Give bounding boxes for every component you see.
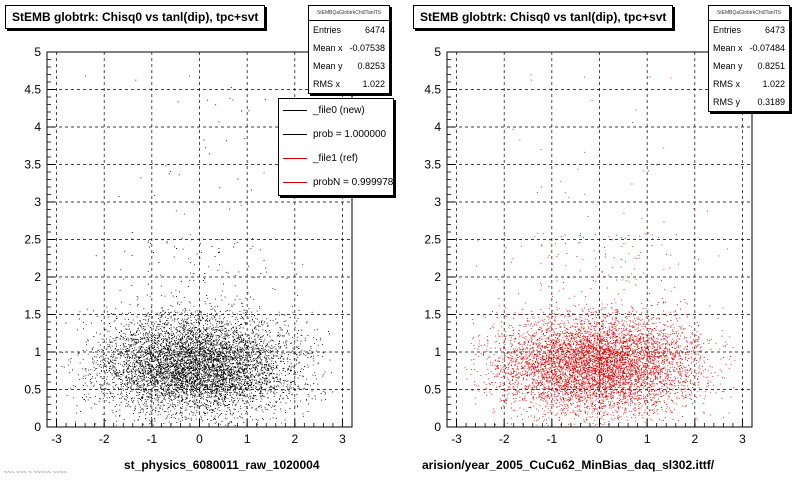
right-stats-box: StEMBQaGlobtrkChi0TanlTS Entries 6473 Mea…: [708, 5, 790, 112]
legend-line-icon: [283, 158, 307, 159]
x-tick-label: -1: [547, 432, 558, 446]
y-tick-label: 4: [34, 120, 41, 134]
scatter-points: [61, 75, 334, 426]
legend-label: probN = 0.999978: [313, 177, 394, 188]
right-stats-row: RMS y 0.3189: [713, 97, 785, 107]
axis-ticks: -3 -2 -1 0 1 2 3 0 0.5 1 1.5 2 2.5 3 3.5 4 4.5 5: [24, 45, 346, 446]
right-stats-row: Entries 6473: [713, 25, 785, 35]
right-x-axis-title: arision/year_2005_CuCu62_MinBias_daq_sl3…: [422, 458, 715, 472]
y-tick-label: 1: [34, 345, 41, 359]
y-tick-label: 0.5: [424, 383, 441, 397]
left-stats-row: Mean x -0.07538: [313, 43, 385, 53]
legend-entry: probN = 0.999978: [279, 171, 393, 195]
left-stats-name: StEMBQaGlobtrkChi0TanlTS: [309, 6, 389, 21]
y-tick-label: 2.5: [24, 233, 41, 247]
x-tick-label: -2: [499, 432, 510, 446]
y-tick-label: 3: [34, 195, 41, 209]
legend-line-icon: [283, 134, 307, 135]
x-tick-label: -3: [51, 432, 62, 446]
y-tick-label: 4.5: [24, 83, 41, 97]
x-tick-label: 2: [291, 432, 298, 446]
x-tick-label: 3: [339, 432, 346, 446]
legend-label: _file0 (new): [313, 105, 365, 116]
left-plot-title: StEMB globtrk: Chisq0 vs tanl(dip), tpc+…: [5, 5, 266, 29]
right-plot-title: StEMB globtrk: Chisq0 vs tanl(dip), tpc+…: [413, 5, 674, 29]
y-tick-label: 0: [434, 420, 441, 434]
legend-entry: _file0 (new): [279, 99, 393, 123]
scatter-points: [464, 74, 736, 426]
left-stats-box: StEMBQaGlobtrkChi0TanlTS Entries 6474 Mea…: [308, 5, 390, 94]
x-tick-label: 2: [691, 432, 698, 446]
y-tick-label: 5: [34, 45, 41, 59]
left-stats-row: RMS x 1.022: [313, 79, 385, 89]
grid-lines: [447, 51, 752, 428]
y-tick-label: 3.5: [424, 158, 441, 172]
y-tick-label: 1: [434, 345, 441, 359]
right-stats-row: Mean x -0.07484: [713, 43, 785, 53]
legend-line-icon: [283, 182, 307, 183]
y-tick-label: 2: [434, 270, 441, 284]
x-tick-label: -1: [147, 432, 158, 446]
right-stats-row: RMS x 1.022: [713, 79, 785, 89]
right-stats-name: StEMBQaGlobtrkChi0TanlTS: [709, 6, 789, 21]
x-tick-label: -3: [451, 432, 462, 446]
y-tick-label: 2.5: [424, 233, 441, 247]
left-stats-row: Mean y 0.8253: [313, 61, 385, 71]
left-plot-panel: -3 -2 -1 0 1 2 3 0 0.5 1 1.5 2 2.5 3 3.5 4 4.5 5 StEMB gl…: [4, 5, 394, 476]
right-plot-panel: -3 -2 -1 0 1 2 3 0 0.5 1 1.5 2 2.5 3 3.5 4 4.5 5 StEMB gl…: [400, 0, 800, 480]
y-tick-label: 4: [434, 120, 441, 134]
left-x-axis-title: st_physics_6080011_raw_1020004: [124, 458, 320, 472]
x-tick-label: 0: [196, 432, 203, 446]
y-tick-label: 0.5: [24, 383, 41, 397]
legend-line-icon: [283, 110, 307, 111]
x-tick-label: 1: [244, 432, 251, 446]
legend-label: prob = 1.000000: [313, 129, 387, 140]
right-scatter-plot: -3 -2 -1 0 1 2 3 0 0.5 1 1.5 2 2.5 3 3.5 4 4.5 5: [424, 45, 753, 446]
x-tick-label: 3: [739, 432, 746, 446]
y-tick-label: 5: [434, 45, 441, 59]
legend-entry: _file1 (ref): [279, 147, 393, 171]
x-tick-label: -2: [99, 432, 110, 446]
x-tick-label: 0: [596, 432, 603, 446]
y-tick-label: 0: [34, 420, 41, 434]
x-tick-label: 1: [644, 432, 651, 446]
footer-note: ~~~ ~~~ ~ ~~~~~ ~~~~: [4, 470, 67, 476]
y-tick-label: 1.5: [24, 308, 41, 322]
y-tick-label: 3.5: [24, 158, 41, 172]
legend-entry: prob = 1.000000: [279, 123, 393, 147]
right-stats-row: Mean y 0.8251: [713, 61, 785, 71]
legend-label: _file1 (ref): [313, 153, 359, 164]
y-tick-label: 2: [34, 270, 41, 284]
y-tick-label: 1.5: [424, 308, 441, 322]
y-tick-label: 3: [434, 195, 441, 209]
legend-box: _file0 (new) prob = 1.000000 _file1 (ref…: [278, 98, 394, 196]
axis-ticks: -3 -2 -1 0 1 2 3 0 0.5 1 1.5 2 2.5 3 3.5 4 4.5 5: [424, 45, 746, 446]
y-tick-label: 4.5: [424, 83, 441, 97]
left-stats-row: Entries 6474: [313, 25, 385, 35]
